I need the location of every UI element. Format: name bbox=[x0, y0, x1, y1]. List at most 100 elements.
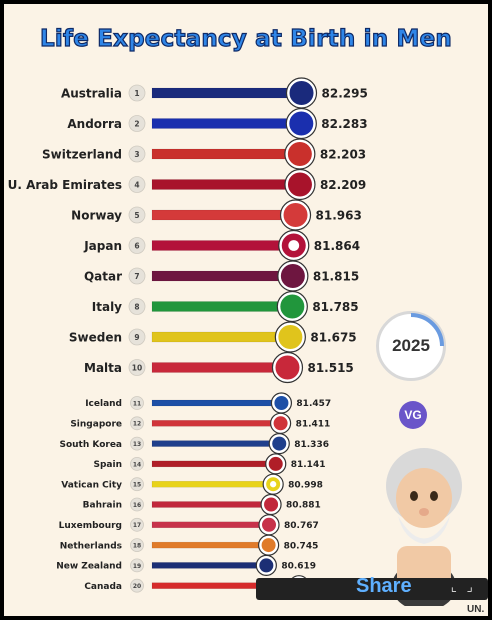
value-label: 81.457 bbox=[296, 399, 331, 409]
value-label: 82.295 bbox=[322, 86, 368, 100]
value-label: 81.141 bbox=[291, 460, 326, 470]
vg-logo: VG bbox=[399, 401, 427, 429]
value-label: 80.745 bbox=[284, 541, 319, 551]
bar bbox=[151, 440, 273, 447]
chart-frame: Life Expectancy at Birth in Men Australi… bbox=[4, 4, 488, 616]
rank-badge bbox=[128, 84, 146, 102]
rank-number: 6 bbox=[134, 242, 139, 251]
bar bbox=[151, 331, 279, 343]
rank-badge bbox=[130, 497, 144, 512]
fullscreen-icon[interactable]: ⌞ ⌟ bbox=[450, 580, 474, 595]
rank-badge bbox=[128, 298, 146, 315]
flag-fill bbox=[278, 325, 303, 349]
rank-badge bbox=[128, 328, 146, 346]
bar bbox=[151, 562, 260, 569]
value-label: 81.864 bbox=[314, 239, 360, 253]
flag-fill bbox=[287, 172, 312, 197]
country-label: Japan bbox=[83, 239, 122, 253]
chart-title: Life Expectancy at Birth in Men bbox=[39, 25, 452, 52]
rank-badge bbox=[130, 396, 144, 410]
rank-badge bbox=[128, 145, 146, 163]
flag-fill bbox=[262, 517, 277, 532]
rank-number: 14 bbox=[133, 461, 141, 468]
country-label: New Zealand bbox=[56, 562, 122, 572]
rank-badge bbox=[128, 176, 146, 193]
rank-badge bbox=[130, 578, 144, 593]
bar bbox=[151, 179, 289, 190]
flag-fill bbox=[289, 111, 314, 136]
rank-badge bbox=[128, 115, 146, 132]
rank-badge bbox=[128, 359, 146, 376]
value-label: 80.767 bbox=[284, 521, 319, 531]
country-label: Singapore bbox=[70, 420, 122, 430]
country-label: U. Arab Emirates bbox=[8, 178, 122, 192]
value-label: 80.619 bbox=[281, 562, 316, 572]
bar bbox=[151, 501, 265, 508]
bar bbox=[151, 541, 262, 549]
rank-badge bbox=[128, 267, 146, 285]
flag-fill bbox=[272, 436, 287, 451]
bar bbox=[151, 362, 276, 373]
value-label: 81.411 bbox=[296, 420, 331, 430]
bar bbox=[151, 87, 290, 99]
bar bbox=[151, 399, 275, 407]
rank-number: 19 bbox=[133, 563, 141, 570]
country-label: Spain bbox=[94, 460, 123, 470]
share-bar[interactable] bbox=[256, 578, 488, 600]
country-label: Australia bbox=[61, 86, 122, 100]
value-label: 81.963 bbox=[316, 208, 362, 222]
rank-number: 9 bbox=[134, 333, 139, 342]
rank-number: 12 bbox=[133, 421, 141, 428]
bar bbox=[151, 521, 263, 529]
value-label: 82.209 bbox=[320, 178, 366, 192]
source-label: UN. bbox=[467, 604, 485, 615]
rank-number: 17 bbox=[133, 522, 141, 529]
rank-number: 7 bbox=[134, 272, 139, 281]
value-label: 81.785 bbox=[312, 300, 358, 314]
flag-fill bbox=[287, 142, 312, 166]
country-label: Luxembourg bbox=[59, 521, 122, 531]
flag-fill bbox=[268, 456, 283, 471]
country-label: Vatican City bbox=[61, 480, 122, 490]
bar-chart: Australia 1 82.295 Andorra 2 82.283 Switzerlan… bbox=[8, 77, 368, 597]
bar bbox=[151, 118, 290, 129]
value-label: 81.815 bbox=[313, 269, 359, 283]
bar bbox=[151, 148, 289, 160]
country-label: Malta bbox=[84, 361, 122, 375]
rank-number: 8 bbox=[134, 303, 139, 312]
year-progress-ring bbox=[410, 313, 444, 347]
rank-badge bbox=[128, 206, 146, 224]
flag-fill bbox=[275, 355, 300, 380]
flag-emblem bbox=[270, 481, 277, 488]
country-label: South Korea bbox=[59, 440, 122, 450]
country-label: Bahrain bbox=[83, 501, 122, 511]
rank-badge bbox=[130, 538, 144, 552]
value-label: 82.283 bbox=[321, 117, 367, 131]
country-label: Canada bbox=[84, 582, 122, 592]
flag-fill bbox=[283, 203, 308, 227]
country-label: Norway bbox=[71, 208, 122, 222]
rank-number: 5 bbox=[134, 211, 139, 220]
flag-fill bbox=[280, 294, 305, 319]
flag-emblem bbox=[288, 240, 300, 251]
country-label: Qatar bbox=[84, 269, 122, 283]
bar bbox=[151, 240, 283, 251]
bar bbox=[151, 460, 269, 468]
year-progress-arc bbox=[410, 313, 444, 347]
country-label: Netherlands bbox=[60, 541, 122, 551]
country-label: Andorra bbox=[67, 117, 122, 131]
flag-fill bbox=[273, 416, 288, 431]
flag-fill bbox=[261, 538, 276, 553]
rank-number: 3 bbox=[134, 150, 139, 159]
flag-fill bbox=[264, 497, 279, 512]
rank-number: 1 bbox=[134, 89, 139, 98]
share-button[interactable]: Share bbox=[356, 575, 412, 597]
rank-number: 4 bbox=[134, 181, 139, 190]
country-label: Switzerland bbox=[42, 147, 122, 161]
bar bbox=[151, 480, 267, 488]
country-label: Iceland bbox=[85, 399, 122, 409]
flag-fill bbox=[274, 396, 289, 410]
value-label: 81.515 bbox=[307, 361, 353, 375]
value-label: 80.881 bbox=[286, 501, 321, 511]
rank-badge bbox=[130, 517, 144, 532]
